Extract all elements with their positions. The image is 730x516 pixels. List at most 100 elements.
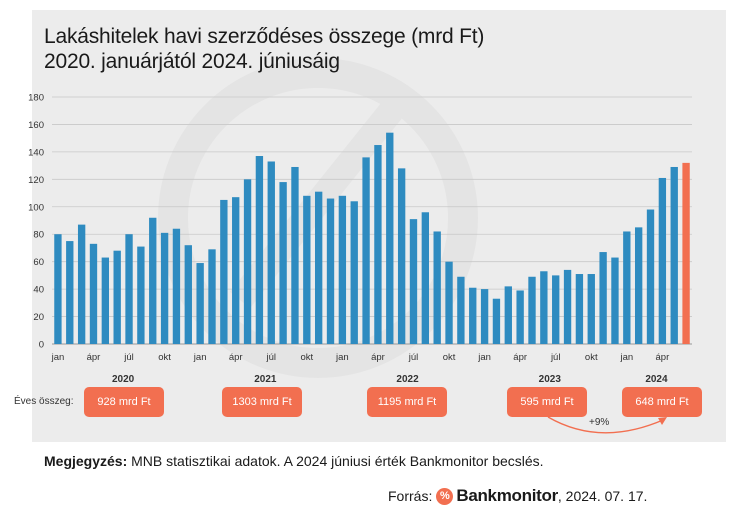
bar-2022-11 bbox=[457, 276, 465, 344]
bar-2020-04 bbox=[89, 243, 98, 344]
annual-badge-2023: 595 mrd Ft bbox=[507, 387, 587, 417]
y-tick-label: 160 bbox=[28, 120, 44, 131]
bar-2023-06 bbox=[540, 271, 548, 344]
bar-2023-07 bbox=[552, 275, 560, 344]
x-tick-label: jan bbox=[335, 352, 349, 363]
y-tick-label: 0 bbox=[39, 340, 44, 351]
annual-total-label: Éves összeg: bbox=[14, 396, 74, 407]
year-label-2022: 2022 bbox=[396, 374, 419, 385]
bar-2020-12 bbox=[184, 245, 192, 344]
source: Forrás: % Bankmonitor , 2024. 07. 17. bbox=[388, 486, 647, 506]
bar-2022-02 bbox=[350, 201, 358, 344]
y-tick-label: 60 bbox=[33, 257, 44, 268]
bars bbox=[54, 132, 690, 344]
year-labels: 2020 2021 2022 2023 2024 bbox=[112, 374, 668, 385]
x-tick-label: júl bbox=[266, 352, 277, 363]
x-tick-label: júl bbox=[123, 352, 134, 363]
note: Megjegyzés: MNB statisztikai adatok. A 2… bbox=[44, 453, 544, 469]
y-tick-label: 80 bbox=[33, 230, 44, 241]
source-date: , 2024. 07. 17. bbox=[557, 488, 648, 504]
bar-2021-11 bbox=[314, 191, 323, 344]
bar-2020-11 bbox=[172, 228, 181, 344]
x-tick-label: okt bbox=[443, 352, 456, 363]
x-tick-label: ápr bbox=[513, 352, 527, 363]
x-tick-label: jan bbox=[477, 352, 491, 363]
bar-2022-05 bbox=[386, 132, 394, 344]
source-label: Forrás: bbox=[388, 488, 433, 504]
year-label-2021: 2021 bbox=[254, 374, 277, 385]
bar-2022-03 bbox=[362, 157, 370, 344]
y-tick-label: 140 bbox=[28, 147, 44, 158]
note-text: MNB statisztikai adatok. A 2024 júniusi … bbox=[127, 453, 544, 469]
bar-2022-08 bbox=[421, 212, 430, 344]
bar-2023-05 bbox=[528, 276, 536, 344]
x-tick-label: okt bbox=[585, 352, 598, 363]
chart-title: Lakáshitelek havi szerződéses összege (m… bbox=[44, 24, 484, 74]
x-axis-ticks: jan ápr júl okt jan ápr júl okt jan ápr júl okt jan á… bbox=[51, 352, 670, 363]
bar-2020-01 bbox=[54, 234, 62, 344]
bar-2021-03 bbox=[220, 199, 228, 344]
gridlines bbox=[52, 96, 692, 345]
bar-2024-01 bbox=[623, 231, 631, 344]
y-axis-ticks: 0 20 40 60 80 100 120 140 160 180 bbox=[28, 93, 44, 351]
bar-2022-10 bbox=[445, 261, 453, 344]
bar-2021-04 bbox=[232, 197, 240, 344]
brand-name: Bankmonitor bbox=[456, 486, 558, 505]
bar-2024-02 bbox=[634, 227, 643, 344]
bankmonitor-logo-icon: % bbox=[436, 487, 454, 505]
bar-2024-05 bbox=[670, 166, 678, 344]
x-tick-label: okt bbox=[158, 352, 171, 363]
x-tick-label: júl bbox=[408, 352, 419, 363]
x-tick-label: júl bbox=[550, 352, 561, 363]
bar-2021-12 bbox=[326, 198, 335, 344]
x-tick-label: jan bbox=[193, 352, 207, 363]
x-tick-label: ápr bbox=[371, 352, 385, 363]
bar-2020-06 bbox=[113, 250, 121, 344]
bar-2021-09 bbox=[291, 166, 299, 344]
bar-2020-09 bbox=[149, 217, 157, 344]
y-tick-label: 120 bbox=[28, 175, 44, 186]
note-label: Megjegyzés: bbox=[44, 453, 128, 469]
bar-2022-09 bbox=[433, 231, 441, 344]
bar-2020-10 bbox=[160, 232, 169, 344]
x-tick-label: ápr bbox=[229, 352, 243, 363]
bar-2021-06 bbox=[255, 156, 264, 344]
annual-badge-2020: 928 mrd Ft bbox=[84, 387, 164, 417]
bar-2021-07 bbox=[267, 161, 275, 344]
bar-2020-07 bbox=[125, 234, 133, 344]
x-tick-label: jan bbox=[619, 352, 633, 363]
title-line-2: 2020. januárjától 2024. júniusáig bbox=[44, 50, 340, 73]
bar-2023-03 bbox=[504, 286, 512, 344]
bar-2022-01 bbox=[338, 195, 347, 344]
bar-2023-02 bbox=[492, 298, 501, 344]
x-tick-label: ápr bbox=[87, 352, 101, 363]
y-tick-label: 20 bbox=[33, 312, 44, 323]
bar-2023-09 bbox=[575, 274, 584, 344]
bar-2024-04 bbox=[658, 177, 667, 344]
annual-badge-2022: 1195 mrd Ft bbox=[367, 387, 447, 417]
title-line-1: Lakáshitelek havi szerződéses összege (m… bbox=[44, 25, 485, 48]
bar-2020-05 bbox=[101, 257, 110, 344]
bar-2020-08 bbox=[137, 246, 145, 344]
bar-2022-12 bbox=[469, 287, 477, 344]
annual-badge-2021: 1303 mrd Ft bbox=[222, 387, 302, 417]
bar-2023-04 bbox=[516, 290, 524, 344]
bar-2021-05 bbox=[243, 179, 252, 344]
bar-2021-02 bbox=[208, 249, 216, 344]
year-label-2020: 2020 bbox=[112, 374, 135, 385]
bar-2023-10 bbox=[587, 274, 595, 344]
bar-2023-11 bbox=[599, 252, 607, 344]
x-tick-label: ápr bbox=[656, 352, 670, 363]
bar-2021-01 bbox=[196, 263, 204, 344]
x-tick-label: okt bbox=[300, 352, 313, 363]
bar-2020-02 bbox=[66, 241, 74, 344]
y-tick-label: 100 bbox=[28, 202, 44, 213]
bar-2023-12 bbox=[611, 257, 619, 344]
growth-arrow bbox=[547, 416, 664, 434]
growth-arrow-head bbox=[658, 417, 667, 425]
bar-2022-06 bbox=[397, 168, 406, 344]
bar-2022-04 bbox=[374, 145, 382, 344]
bar-2024-03 bbox=[646, 209, 655, 344]
annual-badge-2024: 648 mrd Ft bbox=[622, 387, 702, 417]
bar-2020-03 bbox=[77, 224, 86, 344]
